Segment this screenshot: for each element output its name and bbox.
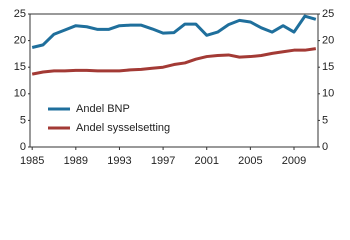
x-tick-label: 1989	[64, 155, 88, 167]
y2-tick-label: 10	[322, 88, 334, 100]
y2-tick-label: 20	[322, 35, 334, 47]
chart: 0 5 10 15 20 25 0 5 10 15 20 25 1985 1989 1993 1997 2001…	[14, 8, 335, 167]
x-tick-label: 1985	[20, 155, 44, 167]
legend-label: Andel sysselsetting	[76, 122, 170, 134]
y-tick-label: 25	[14, 8, 26, 20]
x-tick-label: 1997	[151, 155, 175, 167]
y2-tick-label: 15	[322, 61, 334, 73]
y-tick-label: 15	[14, 61, 26, 73]
y-tick-label: 5	[20, 114, 26, 126]
y-tick-label: 20	[14, 35, 26, 47]
y2-tick-label: 0	[322, 141, 328, 153]
x-tick-label: 2001	[194, 155, 218, 167]
x-tick-label: 2009	[282, 155, 306, 167]
legend-label: Andel BNP	[76, 103, 130, 115]
y2-tick-label: 5	[322, 114, 328, 126]
plot-frame	[29, 13, 319, 148]
x-tick-label: 1993	[107, 155, 131, 167]
series-line	[31, 47, 317, 76]
x-tick-label: 2005	[238, 155, 262, 167]
series-line	[31, 14, 317, 49]
y-tick-label: 0	[20, 141, 26, 153]
y2-tick-label: 25	[322, 8, 334, 20]
y-tick-label: 10	[14, 88, 26, 100]
